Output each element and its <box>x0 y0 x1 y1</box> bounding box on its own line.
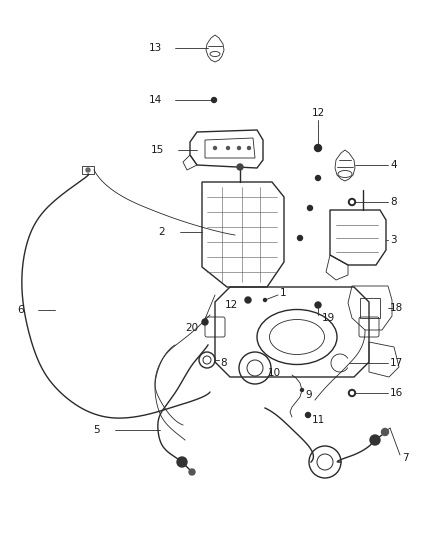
Text: 5: 5 <box>93 425 100 435</box>
Text: 12: 12 <box>225 300 238 310</box>
Circle shape <box>213 147 216 149</box>
Text: 6: 6 <box>18 305 24 315</box>
Text: 2: 2 <box>159 227 165 237</box>
Circle shape <box>86 168 90 172</box>
Circle shape <box>350 200 353 204</box>
Circle shape <box>349 390 356 397</box>
Circle shape <box>297 236 303 240</box>
Text: 1: 1 <box>280 288 286 298</box>
Text: 9: 9 <box>305 390 311 400</box>
Text: 18: 18 <box>390 303 403 313</box>
Text: 17: 17 <box>390 358 403 368</box>
Circle shape <box>349 198 356 206</box>
Circle shape <box>177 457 187 467</box>
Circle shape <box>314 144 321 151</box>
Circle shape <box>247 147 251 149</box>
Text: 7: 7 <box>402 453 409 463</box>
Text: 20: 20 <box>185 323 198 333</box>
Text: 10: 10 <box>268 368 281 378</box>
Circle shape <box>307 206 312 211</box>
Circle shape <box>315 302 321 308</box>
Text: 3: 3 <box>390 235 397 245</box>
Circle shape <box>370 435 380 445</box>
Circle shape <box>264 298 266 302</box>
Text: 19: 19 <box>322 313 335 323</box>
Circle shape <box>300 389 304 392</box>
Circle shape <box>381 429 389 435</box>
Text: 8: 8 <box>220 358 226 368</box>
Text: 13: 13 <box>149 43 162 53</box>
Circle shape <box>237 147 240 149</box>
Text: 14: 14 <box>149 95 162 105</box>
Text: 11: 11 <box>312 415 325 425</box>
Text: 4: 4 <box>390 160 397 170</box>
Circle shape <box>245 297 251 303</box>
Circle shape <box>189 469 195 475</box>
Circle shape <box>226 147 230 149</box>
Circle shape <box>315 175 321 181</box>
Text: 15: 15 <box>151 145 164 155</box>
Circle shape <box>212 98 216 102</box>
Text: 12: 12 <box>311 108 325 118</box>
Circle shape <box>202 319 208 325</box>
Circle shape <box>237 164 243 170</box>
Circle shape <box>305 413 311 417</box>
Circle shape <box>350 392 353 394</box>
Text: 16: 16 <box>390 388 403 398</box>
Text: 8: 8 <box>390 197 397 207</box>
